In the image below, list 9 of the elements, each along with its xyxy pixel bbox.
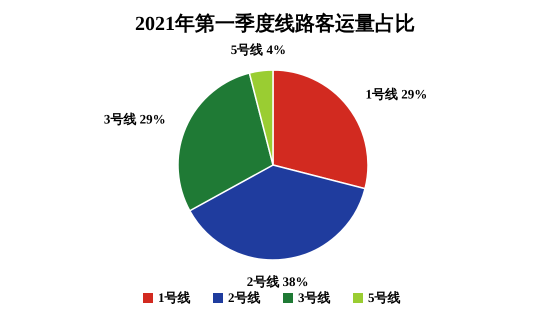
legend-label: 3号线 [298, 290, 330, 305]
data-label: 2号线 38% [246, 274, 309, 290]
legend-label: 2号线 [228, 290, 260, 305]
chart-title: 2021年第一季度线路客运量占比 [135, 12, 415, 35]
data-label: 3号线 29% [104, 112, 166, 127]
data-label: 1号线 29% [365, 86, 428, 102]
legend-label: 1号线 [158, 290, 190, 305]
data-label: 5号线 4% [230, 42, 286, 57]
legend-label: 5号线 [368, 290, 400, 305]
